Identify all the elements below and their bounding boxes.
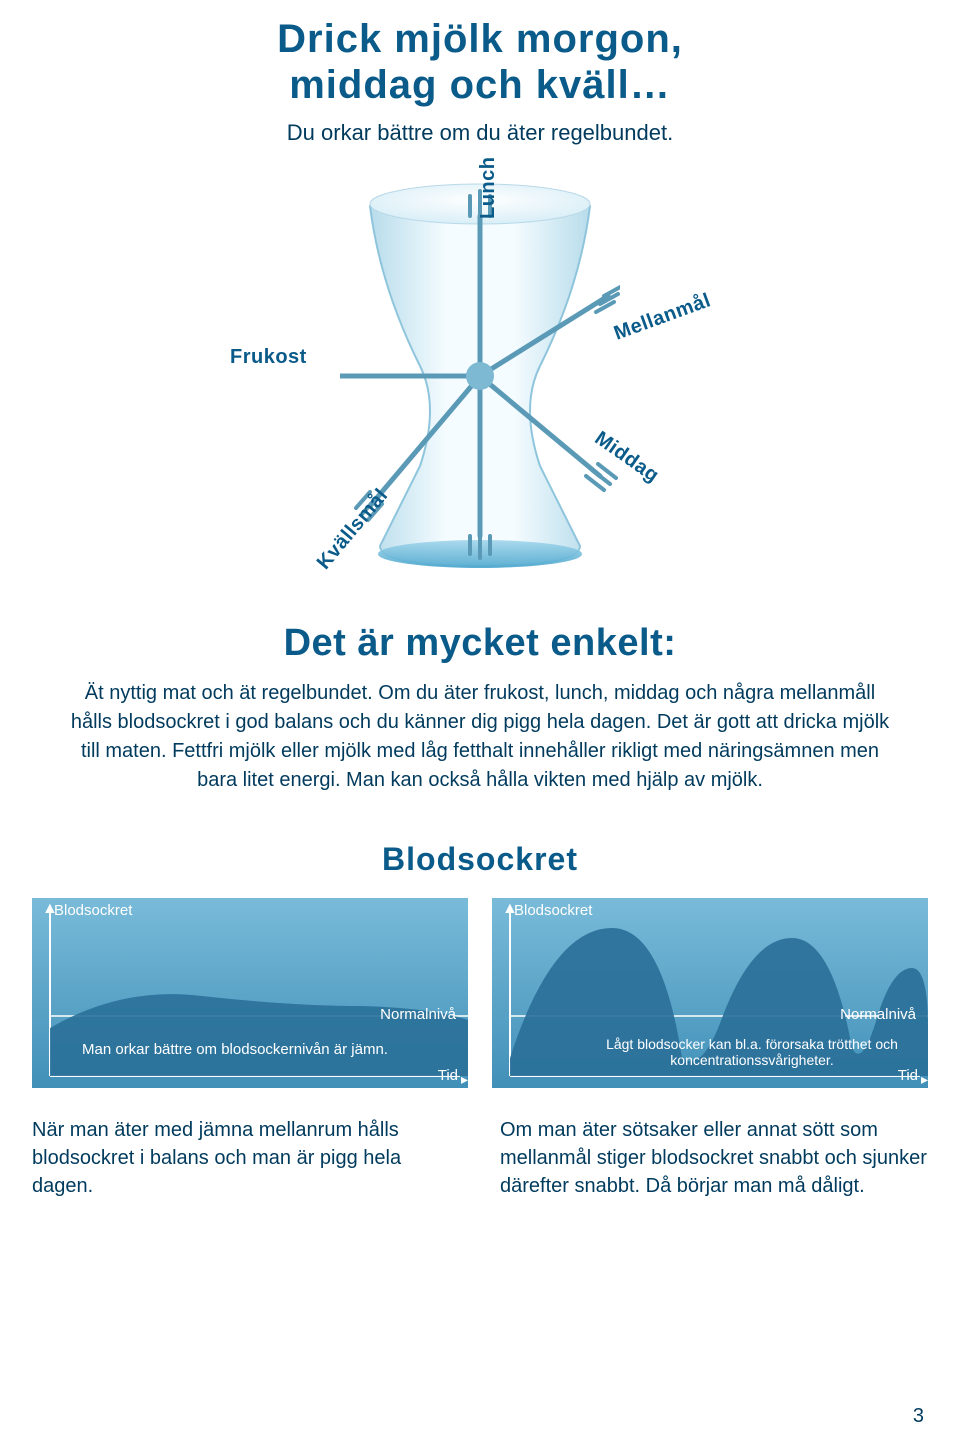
milk-glass-icon [340, 176, 620, 576]
glass-illustration-area: Lunch Mellanmål Frukost Middag Kvällsmål [220, 166, 740, 596]
blodsockret-title: Blodsockret [0, 841, 960, 878]
section-body: Ät nyttig mat och ät regelbundet. Om du … [70, 679, 890, 795]
chart-left-normal: Normalnivå [380, 1006, 456, 1023]
subtitle: Du orkar bättre om du äter regelbundet. [0, 120, 960, 146]
x-axis-arrow-icon: ▸ [461, 1071, 468, 1088]
bottom-left-text: När man äter med jämna mellanrum hålls b… [32, 1116, 460, 1200]
charts-row: ▲ Blodsockret Normalnivå Man orkar bättr… [32, 898, 928, 1088]
chart-left-xlabel: Tid [438, 1067, 458, 1084]
fork-label-lunch: Lunch [477, 157, 500, 220]
chart-left-svg [32, 898, 468, 1088]
chart-right-xlabel: Tid [898, 1067, 918, 1084]
bottom-right-text: Om man äter sötsaker eller annat sött so… [500, 1116, 928, 1200]
title-line-1: Drick mjölk morgon, [277, 17, 683, 61]
fork-label-mellanmal: Mellanmål [611, 289, 714, 345]
chart-right-ylabel: Blodsockret [514, 902, 592, 919]
x-axis-arrow-icon: ▸ [921, 1071, 928, 1088]
bottom-columns: När man äter med jämna mellanrum hålls b… [32, 1116, 928, 1200]
section-title: Det är mycket enkelt: [0, 622, 960, 665]
chart-left-ylabel: Blodsockret [54, 902, 132, 919]
fork-label-frukost: Frukost [230, 346, 307, 369]
chart-left: ▲ Blodsockret Normalnivå Man orkar bättr… [32, 898, 468, 1088]
main-title: Drick mjölk morgon, middag och kväll… [0, 0, 960, 108]
chart-right-caption: Lågt blodsocker kan bl.a. förorsaka tröt… [582, 1036, 922, 1068]
chart-left-caption: Man orkar bättre om blodsockernivån är j… [82, 1041, 442, 1058]
page-number: 3 [913, 1405, 924, 1428]
chart-right: ▲ Blodsockret Normalnivå Lågt blodsocker… [492, 898, 928, 1088]
chart-right-normal: Normalnivå [840, 1006, 916, 1023]
title-line-2: middag och kväll… [289, 63, 671, 107]
